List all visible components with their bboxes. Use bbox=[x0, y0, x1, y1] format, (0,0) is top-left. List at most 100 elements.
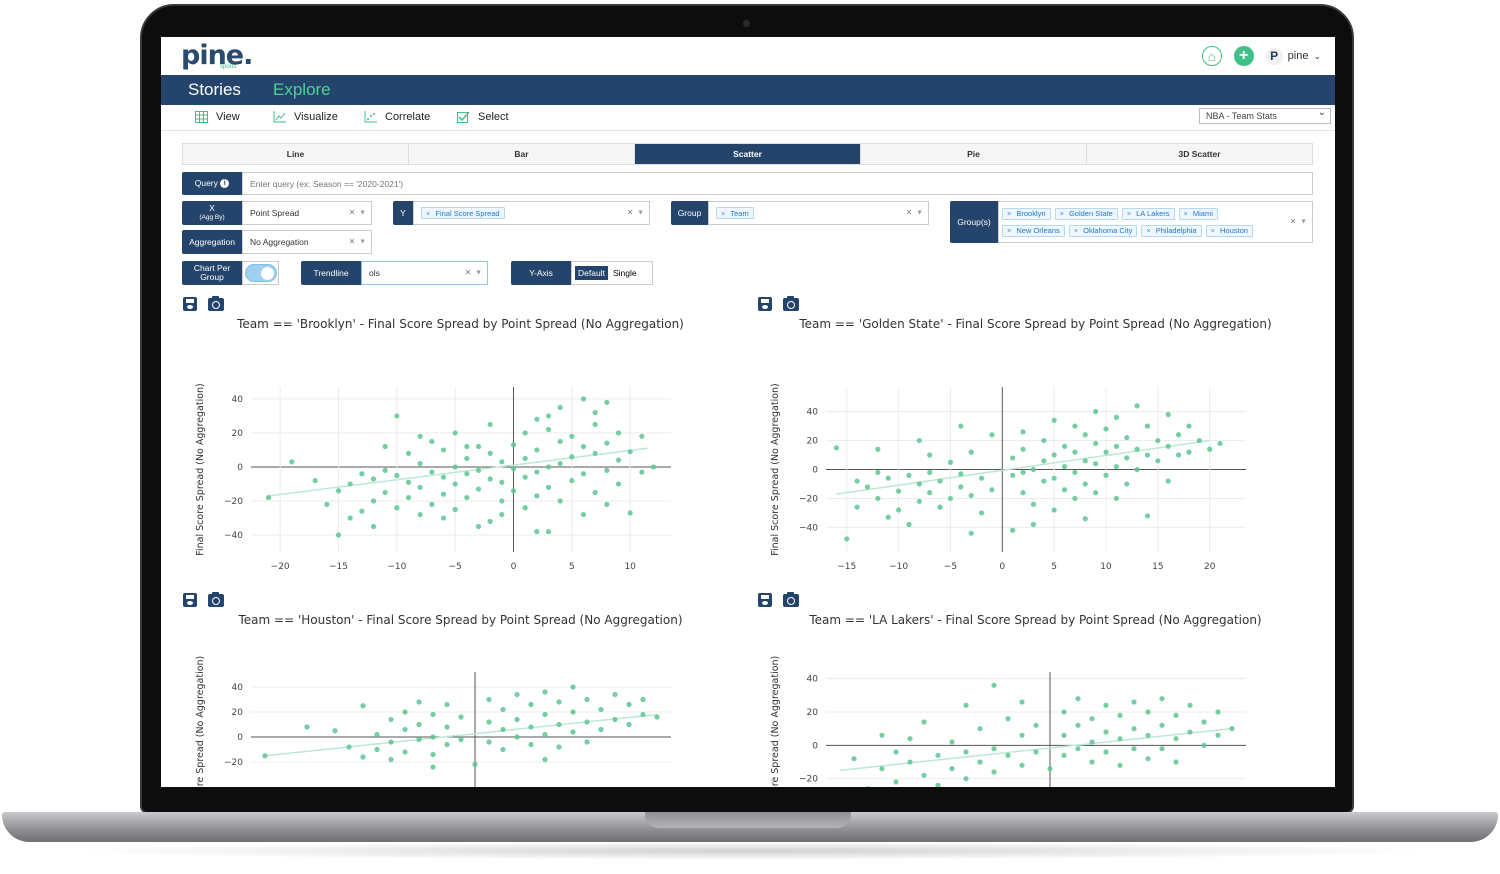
chevron-down-icon[interactable]: ▼ bbox=[916, 209, 923, 217]
clear-icon[interactable]: × bbox=[465, 267, 471, 279]
groups-chip[interactable]: × Golden State bbox=[1054, 207, 1118, 220]
x-tick-label: 5 bbox=[569, 562, 575, 572]
data-point bbox=[569, 433, 575, 439]
group-chip[interactable]: × Team bbox=[716, 207, 754, 219]
data-point bbox=[1145, 756, 1151, 762]
tool-select[interactable]: Select bbox=[457, 111, 509, 123]
chevron-down-icon[interactable]: ▼ bbox=[475, 269, 482, 277]
clear-icon[interactable]: × bbox=[627, 207, 633, 219]
camera-icon[interactable] bbox=[208, 592, 224, 607]
clear-icon[interactable]: × bbox=[906, 207, 912, 219]
tab-3d-scatter[interactable]: 3D Scatter bbox=[1087, 144, 1312, 164]
data-point bbox=[639, 469, 645, 475]
groups-chip[interactable]: × Philadelphia bbox=[1141, 224, 1202, 237]
data-point bbox=[556, 721, 562, 728]
x-select[interactable]: Point Spread × ▼ bbox=[242, 201, 372, 225]
group-select[interactable]: × Team × ▼ bbox=[708, 201, 929, 225]
home-icon[interactable]: ⌂ bbox=[1201, 46, 1222, 66]
info-icon[interactable]: i bbox=[220, 179, 230, 188]
chart-title: Team == 'Houston' - Final Score Spread b… bbox=[238, 613, 683, 627]
scatter-chart-brooklyn[interactable]: 40 20 0 −20 −40 −20 −15 −10 −5 0 5 10 Final Score Sp… bbox=[191, 357, 701, 582]
tool-view-label: View bbox=[216, 111, 240, 123]
tool-visualize[interactable]: Visualize bbox=[273, 111, 338, 123]
x-tick-label: 10 bbox=[1100, 562, 1112, 572]
y-chip[interactable]: × Final Score Spread bbox=[421, 207, 505, 219]
data-point bbox=[1041, 478, 1047, 484]
data-point bbox=[1134, 466, 1140, 473]
data-point bbox=[1113, 464, 1119, 470]
clear-icon[interactable]: × bbox=[1290, 216, 1296, 228]
data-point bbox=[947, 495, 954, 502]
app-logo[interactable]: pine. bbox=[181, 40, 253, 71]
nav-explore[interactable]: Explore bbox=[273, 80, 331, 99]
yaxis-single-option[interactable]: Single bbox=[612, 268, 637, 278]
x-label: X (Agg By) bbox=[182, 201, 242, 225]
camera-icon[interactable] bbox=[783, 592, 799, 607]
save-icon[interactable] bbox=[183, 297, 197, 311]
user-name: pine bbox=[1287, 50, 1309, 62]
groups-chip[interactable]: × Houston bbox=[1205, 224, 1253, 237]
trendline-select[interactable]: ols × ▼ bbox=[361, 261, 488, 285]
save-icon[interactable] bbox=[758, 297, 772, 311]
data-point bbox=[510, 442, 517, 448]
query-label: Query i bbox=[182, 172, 242, 195]
data-point bbox=[1010, 455, 1016, 461]
table-icon bbox=[195, 111, 208, 123]
save-icon[interactable] bbox=[183, 593, 197, 607]
scatter-chart-houston[interactable]: 40 20 0 −20 Final Score Spread (No Aggregati… bbox=[191, 652, 701, 787]
groups-select[interactable]: × Brooklyn × Golden State × LA Lakers × Miam… bbox=[998, 201, 1313, 243]
camera-icon[interactable] bbox=[783, 296, 799, 311]
y-tick-label: 20 bbox=[807, 708, 819, 718]
y-select[interactable]: × Final Score Spread × ▼ bbox=[413, 201, 650, 225]
data-point bbox=[1005, 752, 1011, 758]
tab-line[interactable]: Line bbox=[183, 144, 409, 164]
chart-per-group-toggle[interactable] bbox=[245, 264, 277, 282]
data-point bbox=[1020, 490, 1026, 496]
groups-chip[interactable]: × New Orleans bbox=[1002, 224, 1065, 237]
data-point bbox=[963, 776, 969, 782]
data-point bbox=[1165, 411, 1171, 418]
data-point bbox=[440, 491, 447, 497]
groups-chip[interactable]: × LA Lakers bbox=[1121, 207, 1175, 220]
groups-chip[interactable]: × Brooklyn bbox=[1002, 207, 1051, 220]
tool-view[interactable]: View bbox=[195, 111, 240, 123]
scatter-chart-la-lakers[interactable]: 40 20 0 −20 Final Score Spread (No Aggregati… bbox=[766, 652, 1276, 787]
data-point bbox=[1030, 501, 1037, 507]
data-point bbox=[1072, 449, 1078, 455]
scatter-chart-golden-state[interactable]: 40 20 0 −20 −40 −15 −10 −5 0 5 10 15 20 Final Score S… bbox=[766, 357, 1276, 582]
data-point bbox=[1173, 712, 1179, 718]
user-menu[interactable]: P pine ⌄ bbox=[1265, 47, 1321, 65]
add-icon[interactable]: + bbox=[1233, 46, 1254, 66]
groups-chip[interactable]: × Miami bbox=[1178, 207, 1218, 220]
tool-correlate[interactable]: Correlate bbox=[364, 111, 430, 123]
camera-icon[interactable] bbox=[208, 296, 224, 311]
y-axis-label: Final Score Spread (No Aggregation) bbox=[770, 383, 781, 556]
aggregation-select[interactable]: No Aggregation × ▼ bbox=[242, 230, 372, 254]
dataset-select[interactable]: NBA - Team Stats bbox=[1199, 107, 1331, 124]
data-point bbox=[1173, 736, 1179, 742]
query-input[interactable]: Enter query (ex: Season == '2020-2021') bbox=[242, 172, 1313, 195]
data-point bbox=[382, 489, 388, 496]
yaxis-default-option[interactable]: Default bbox=[575, 266, 608, 280]
x-tick-label: −15 bbox=[837, 562, 856, 572]
save-icon[interactable] bbox=[758, 593, 772, 607]
chevron-down-icon[interactable]: ▼ bbox=[359, 209, 366, 217]
data-point bbox=[627, 510, 633, 516]
groups-chip[interactable]: × Oklahoma City bbox=[1068, 224, 1138, 237]
data-point bbox=[977, 726, 983, 732]
chart-tools-3 bbox=[183, 592, 224, 607]
clear-icon[interactable]: × bbox=[349, 207, 355, 219]
chevron-down-icon[interactable]: ▼ bbox=[637, 209, 644, 217]
tab-pie[interactable]: Pie bbox=[861, 144, 1087, 164]
groups-chip-label: Golden State bbox=[1068, 209, 1113, 218]
chevron-down-icon[interactable]: ▼ bbox=[359, 238, 366, 246]
tab-bar[interactable]: Bar bbox=[409, 144, 635, 164]
nav-stories[interactable]: Stories bbox=[188, 80, 241, 99]
clear-icon[interactable]: × bbox=[349, 236, 355, 248]
chevron-down-icon[interactable]: ▼ bbox=[1300, 218, 1307, 226]
tab-scatter[interactable]: Scatter bbox=[635, 144, 861, 164]
data-point bbox=[464, 443, 470, 450]
data-point bbox=[584, 739, 590, 745]
y-tick-label: −40 bbox=[799, 523, 818, 533]
data-point bbox=[1047, 766, 1053, 772]
